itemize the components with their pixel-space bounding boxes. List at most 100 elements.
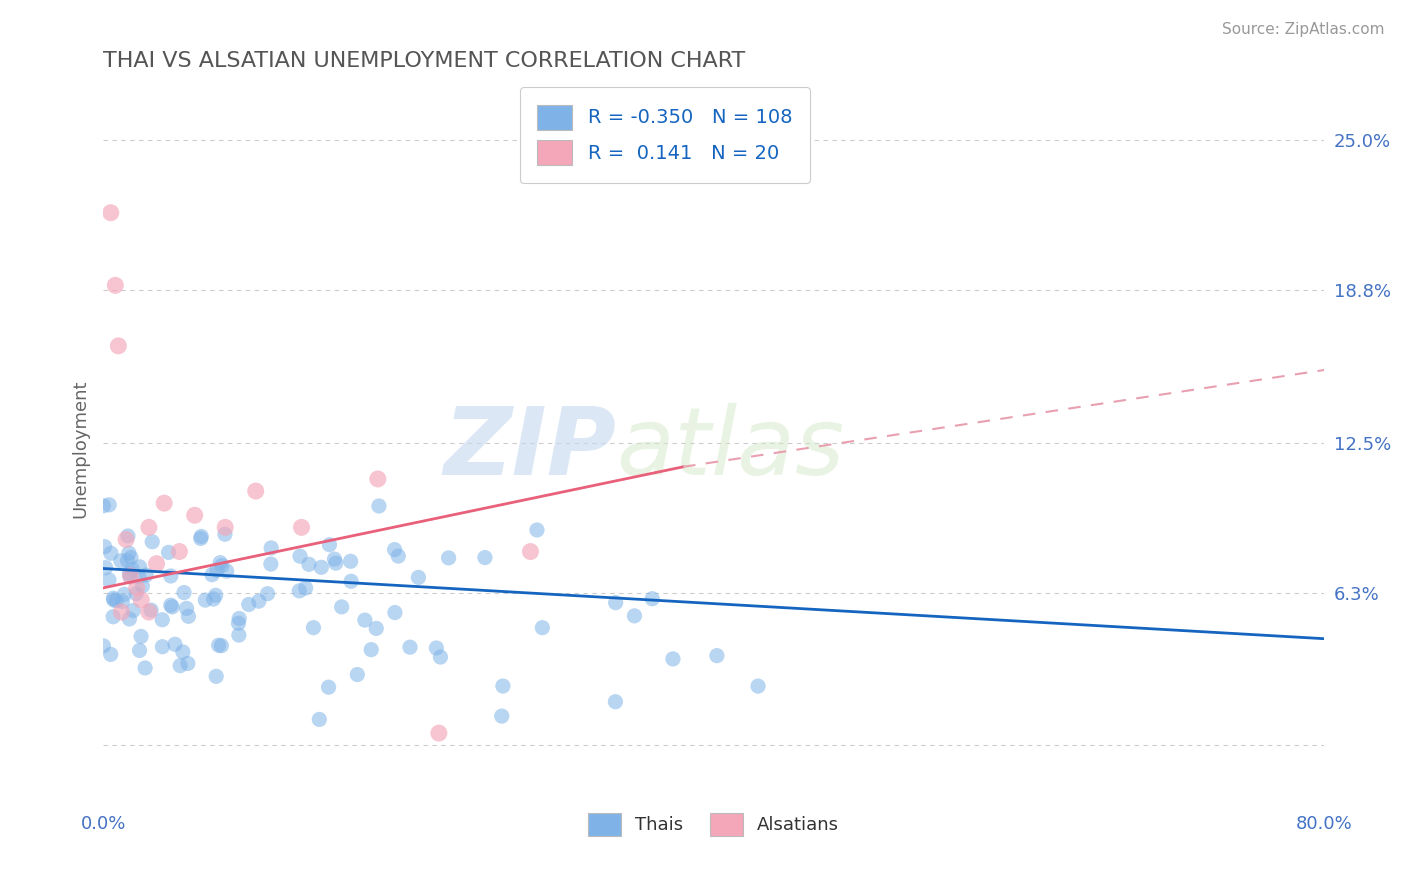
Point — [152, 640, 174, 654]
Point — [177, 609, 200, 624]
Point — [104, 278, 127, 293]
Point — [163, 637, 186, 651]
Point — [429, 650, 451, 665]
Point — [260, 541, 283, 555]
Point — [177, 657, 200, 671]
Point — [93, 540, 115, 554]
Point — [173, 585, 195, 599]
Point — [623, 608, 645, 623]
Point — [290, 520, 312, 534]
Point — [605, 596, 627, 610]
Point — [238, 598, 260, 612]
Point — [110, 554, 132, 568]
Point — [491, 709, 513, 723]
Point — [531, 621, 554, 635]
Point — [117, 554, 139, 568]
Point — [117, 529, 139, 543]
Point — [159, 569, 181, 583]
Point — [228, 611, 250, 625]
Point — [492, 679, 515, 693]
Point — [311, 560, 333, 574]
Point — [211, 558, 233, 573]
Point — [387, 549, 409, 563]
Point — [121, 562, 143, 576]
Point — [100, 648, 122, 662]
Point — [526, 523, 548, 537]
Point — [190, 532, 212, 546]
Point — [129, 630, 152, 644]
Point — [128, 643, 150, 657]
Point — [120, 550, 142, 565]
Point — [205, 563, 228, 577]
Point — [139, 603, 162, 617]
Point — [256, 587, 278, 601]
Point — [323, 552, 346, 566]
Point — [214, 527, 236, 541]
Point — [641, 591, 664, 606]
Point — [294, 581, 316, 595]
Point — [384, 606, 406, 620]
Point — [408, 570, 430, 584]
Point — [354, 613, 377, 627]
Point — [98, 498, 121, 512]
Point — [190, 529, 212, 543]
Point — [131, 579, 153, 593]
Point — [209, 639, 232, 653]
Point — [194, 593, 217, 607]
Point — [100, 546, 122, 560]
Point — [399, 640, 422, 655]
Point — [122, 603, 145, 617]
Point — [318, 680, 340, 694]
Point — [172, 645, 194, 659]
Point — [141, 534, 163, 549]
Point — [125, 581, 148, 595]
Point — [605, 695, 627, 709]
Point — [128, 559, 150, 574]
Text: THAI VS ALSATIAN UNEMPLOYMENT CORRELATION CHART: THAI VS ALSATIAN UNEMPLOYMENT CORRELATIO… — [103, 51, 745, 70]
Point — [201, 567, 224, 582]
Point — [368, 499, 391, 513]
Point — [118, 612, 141, 626]
Point — [215, 564, 238, 578]
Point — [519, 544, 541, 558]
Point — [706, 648, 728, 663]
Point — [437, 550, 460, 565]
Point — [298, 558, 321, 572]
Point — [103, 591, 125, 606]
Point — [214, 520, 236, 534]
Point — [202, 592, 225, 607]
Point — [228, 616, 250, 631]
Point — [205, 669, 228, 683]
Point — [145, 557, 167, 571]
Point — [662, 652, 685, 666]
Point — [169, 658, 191, 673]
Point — [288, 583, 311, 598]
Text: atlas: atlas — [616, 403, 844, 494]
Point — [98, 573, 121, 587]
Point — [138, 605, 160, 619]
Point — [128, 570, 150, 584]
Point — [138, 520, 160, 534]
Point — [110, 605, 132, 619]
Point — [207, 638, 229, 652]
Point — [308, 713, 330, 727]
Point — [427, 726, 450, 740]
Point — [318, 538, 340, 552]
Point — [204, 588, 226, 602]
Point — [105, 593, 128, 607]
Point — [157, 545, 180, 559]
Point — [176, 601, 198, 615]
Point — [339, 554, 361, 568]
Point — [135, 568, 157, 582]
Point — [183, 508, 205, 523]
Text: Source: ZipAtlas.com: Source: ZipAtlas.com — [1222, 22, 1385, 37]
Point — [125, 587, 148, 601]
Point — [111, 594, 134, 608]
Point — [94, 560, 117, 574]
Point — [112, 587, 135, 601]
Point — [134, 661, 156, 675]
Point — [100, 205, 122, 219]
Point — [160, 599, 183, 614]
Point — [360, 642, 382, 657]
Point — [209, 556, 232, 570]
